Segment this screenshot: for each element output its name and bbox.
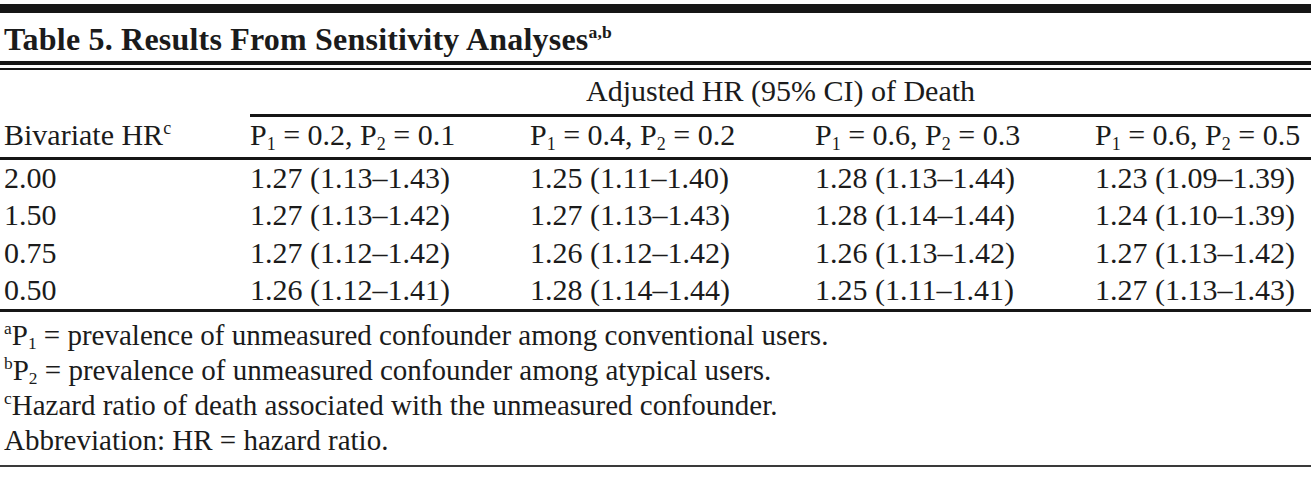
hr-ci-cell: 1.27 (1.13–1.43) xyxy=(1095,272,1311,310)
hr-ci-cell: 1.26 (1.13–1.42) xyxy=(815,234,1095,272)
hr-ci-cell: 1.28 (1.14–1.44) xyxy=(815,196,1095,234)
hr-ci-cell: 1.25 (1.11–1.40) xyxy=(530,158,815,196)
footnote-3: cHazard ratio of death associated with t… xyxy=(4,388,1307,423)
sensitivity-analyses-table: Adjusted HR (95% CI) of Death Bivariate … xyxy=(0,70,1311,312)
spanner-row: Adjusted HR (95% CI) of Death xyxy=(0,70,1311,115)
bivariate-hr-value: 0.75 xyxy=(0,234,250,272)
hr-ci-cell: 1.26 (1.12–1.41) xyxy=(250,272,530,310)
column-header-4: P1 = 0.6, P2 = 0.5 xyxy=(1095,115,1311,158)
table-title-superscript: a,b xyxy=(588,22,612,42)
table-row: 1.501.27 (1.13–1.42)1.27 (1.13–1.43)1.28… xyxy=(0,196,1311,234)
bivariate-hr-value: 2.00 xyxy=(0,158,250,196)
hr-ci-cell: 1.27 (1.13–1.43) xyxy=(250,158,530,196)
hr-ci-cell: 1.27 (1.13–1.42) xyxy=(1095,234,1311,272)
paper-table-page: Table 5. Results From Sensitivity Analys… xyxy=(0,0,1311,479)
column-header-3: P1 = 0.6, P2 = 0.3 xyxy=(815,115,1095,158)
hr-ci-cell: 1.27 (1.13–1.42) xyxy=(250,196,530,234)
stub-header-superscript: c xyxy=(163,118,171,138)
table-row: 2.001.27 (1.13–1.43)1.25 (1.11–1.40)1.28… xyxy=(0,158,1311,196)
hr-ci-cell: 1.28 (1.13–1.44) xyxy=(815,158,1095,196)
footnote-4: Abbreviation: HR = hazard ratio. xyxy=(4,423,1307,458)
top-rule xyxy=(0,4,1311,13)
spanner-header: Adjusted HR (95% CI) of Death xyxy=(250,70,1311,115)
hr-ci-cell: 1.26 (1.12–1.42) xyxy=(530,234,815,272)
table-body: 2.001.27 (1.13–1.43)1.25 (1.11–1.40)1.28… xyxy=(0,158,1311,310)
hr-ci-cell: 1.28 (1.14–1.44) xyxy=(530,272,815,310)
column-header-2: P1 = 0.4, P2 = 0.2 xyxy=(530,115,815,158)
table-row: 0.751.27 (1.12–1.42)1.26 (1.12–1.42)1.26… xyxy=(0,234,1311,272)
bivariate-hr-value: 1.50 xyxy=(0,196,250,234)
bivariate-hr-value: 0.50 xyxy=(0,272,250,310)
column-header-row: Bivariate HRc P1 = 0.2, P2 = 0.1P1 = 0.4… xyxy=(0,115,1311,158)
table-title: Table 5. Results From Sensitivity Analys… xyxy=(0,13,1311,61)
stub-header-text: Bivariate HR xyxy=(4,118,163,151)
spanner-stub-empty xyxy=(0,70,250,115)
footnote-2: bP2 = prevalence of unmeasured confounde… xyxy=(4,353,1307,388)
stub-header-bivariate-hr: Bivariate HRc xyxy=(0,115,250,158)
column-header-1: P1 = 0.2, P2 = 0.1 xyxy=(250,115,530,158)
footnotes: aP1 = prevalence of unmeasured confounde… xyxy=(0,312,1311,458)
hr-ci-cell: 1.27 (1.12–1.42) xyxy=(250,234,530,272)
hr-ci-cell: 1.24 (1.10–1.39) xyxy=(1095,196,1311,234)
hr-ci-cell: 1.25 (1.11–1.41) xyxy=(815,272,1095,310)
hr-ci-cell: 1.27 (1.13–1.43) xyxy=(530,196,815,234)
table-row: 0.501.26 (1.12–1.41)1.28 (1.14–1.44)1.25… xyxy=(0,272,1311,310)
hr-ci-cell: 1.23 (1.09–1.39) xyxy=(1095,158,1311,196)
table-title-text: Table 5. Results From Sensitivity Analys… xyxy=(4,21,588,57)
footnote-1: aP1 = prevalence of unmeasured confounde… xyxy=(4,318,1307,353)
bottom-rule xyxy=(0,465,1311,467)
